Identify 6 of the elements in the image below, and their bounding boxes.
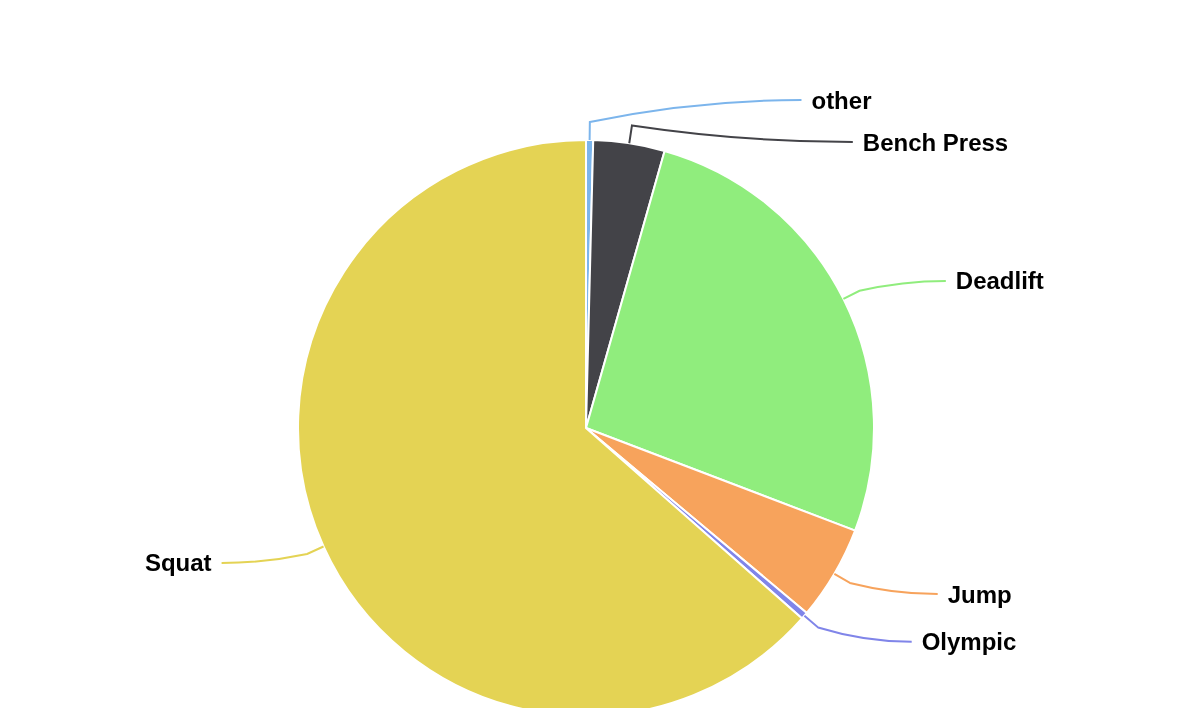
slice-label: other [811,86,872,114]
slice-label: Jump [947,580,1012,608]
slice-label: Bench Press [862,128,1009,156]
slice-label: Olympic [921,628,1017,656]
slice-label: Squat [144,549,212,577]
slice-label: Deadlift [955,267,1044,295]
